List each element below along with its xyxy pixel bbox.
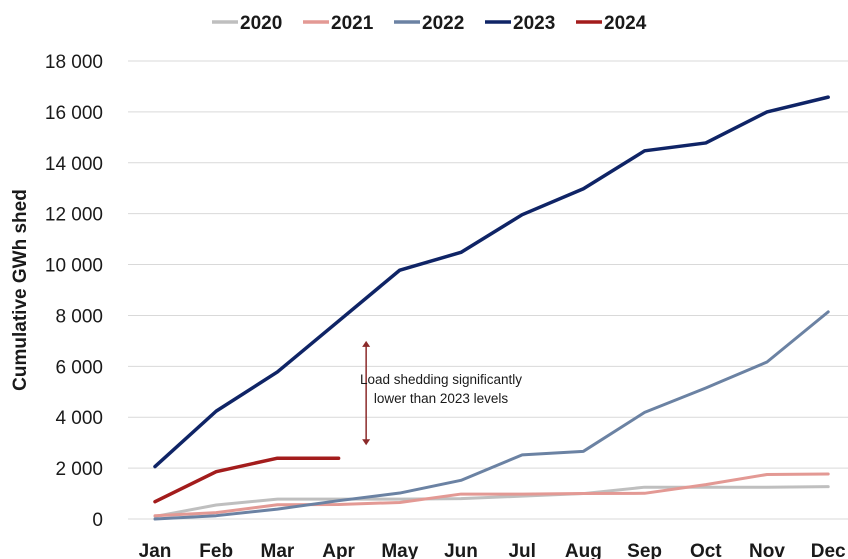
y-axis-label: Cumulative GWh shed xyxy=(10,189,31,391)
legend: 2020 2021 2022 2023 2024 xyxy=(212,13,647,34)
x-tick-label: May xyxy=(381,541,418,559)
y-tick-label: 4 000 xyxy=(55,408,103,429)
y-tick-label: 16 000 xyxy=(45,103,103,124)
legend-label-2020: 2020 xyxy=(240,13,282,34)
series-lines xyxy=(153,95,830,521)
legend-label-2021: 2021 xyxy=(331,13,374,34)
x-tick-labels: Jan Feb Mar Apr May Jun Jul Aug Sep Oct Nov Dec xyxy=(139,541,846,559)
x-tick-label: Jan xyxy=(139,541,172,559)
y-tick-label: 10 000 xyxy=(45,256,103,277)
legend-label-2024: 2024 xyxy=(604,13,647,34)
legend-label-2023: 2023 xyxy=(513,13,555,34)
x-tick-label: Oct xyxy=(690,541,722,559)
annotation-text: Load shedding significantly xyxy=(360,372,522,387)
annotation-text: lower than 2023 levels xyxy=(374,391,509,406)
y-tick-label: 12 000 xyxy=(45,205,103,226)
legend-label-2022: 2022 xyxy=(422,13,464,34)
series-line-2023 xyxy=(153,95,830,469)
x-tick-label: Apr xyxy=(322,541,355,559)
x-tick-label: Aug xyxy=(565,541,602,559)
x-tick-label: Jun xyxy=(444,541,478,559)
y-tick-label: 18 000 xyxy=(45,52,103,73)
x-tick-label: Jul xyxy=(508,541,535,559)
y-tick-label: 2 000 xyxy=(55,459,103,480)
annotation-arrowhead-up xyxy=(362,340,371,347)
x-tick-label: Nov xyxy=(749,541,785,559)
series-line-2022 xyxy=(153,310,830,521)
x-tick-label: Feb xyxy=(199,541,233,559)
y-tick-label: 8 000 xyxy=(55,306,103,327)
y-tick-label: 0 xyxy=(92,510,103,531)
y-tick-label: 14 000 xyxy=(45,154,103,175)
series-line-2020 xyxy=(153,485,830,518)
y-tick-label: 6 000 xyxy=(55,357,103,378)
x-tick-label: Dec xyxy=(811,541,846,559)
series-line-2024 xyxy=(153,456,341,504)
annotation: Load shedding significantly lower than 20… xyxy=(360,340,522,446)
x-tick-label: Mar xyxy=(261,541,295,559)
y-tick-labels: 0 2 000 4 000 6 000 8 000 10 000 12 000 14 000 1… xyxy=(45,52,103,531)
annotation-arrowhead-down xyxy=(362,439,371,446)
gridlines xyxy=(128,60,848,520)
series-line-2021 xyxy=(153,472,830,518)
x-tick-label: Sep xyxy=(627,541,662,559)
